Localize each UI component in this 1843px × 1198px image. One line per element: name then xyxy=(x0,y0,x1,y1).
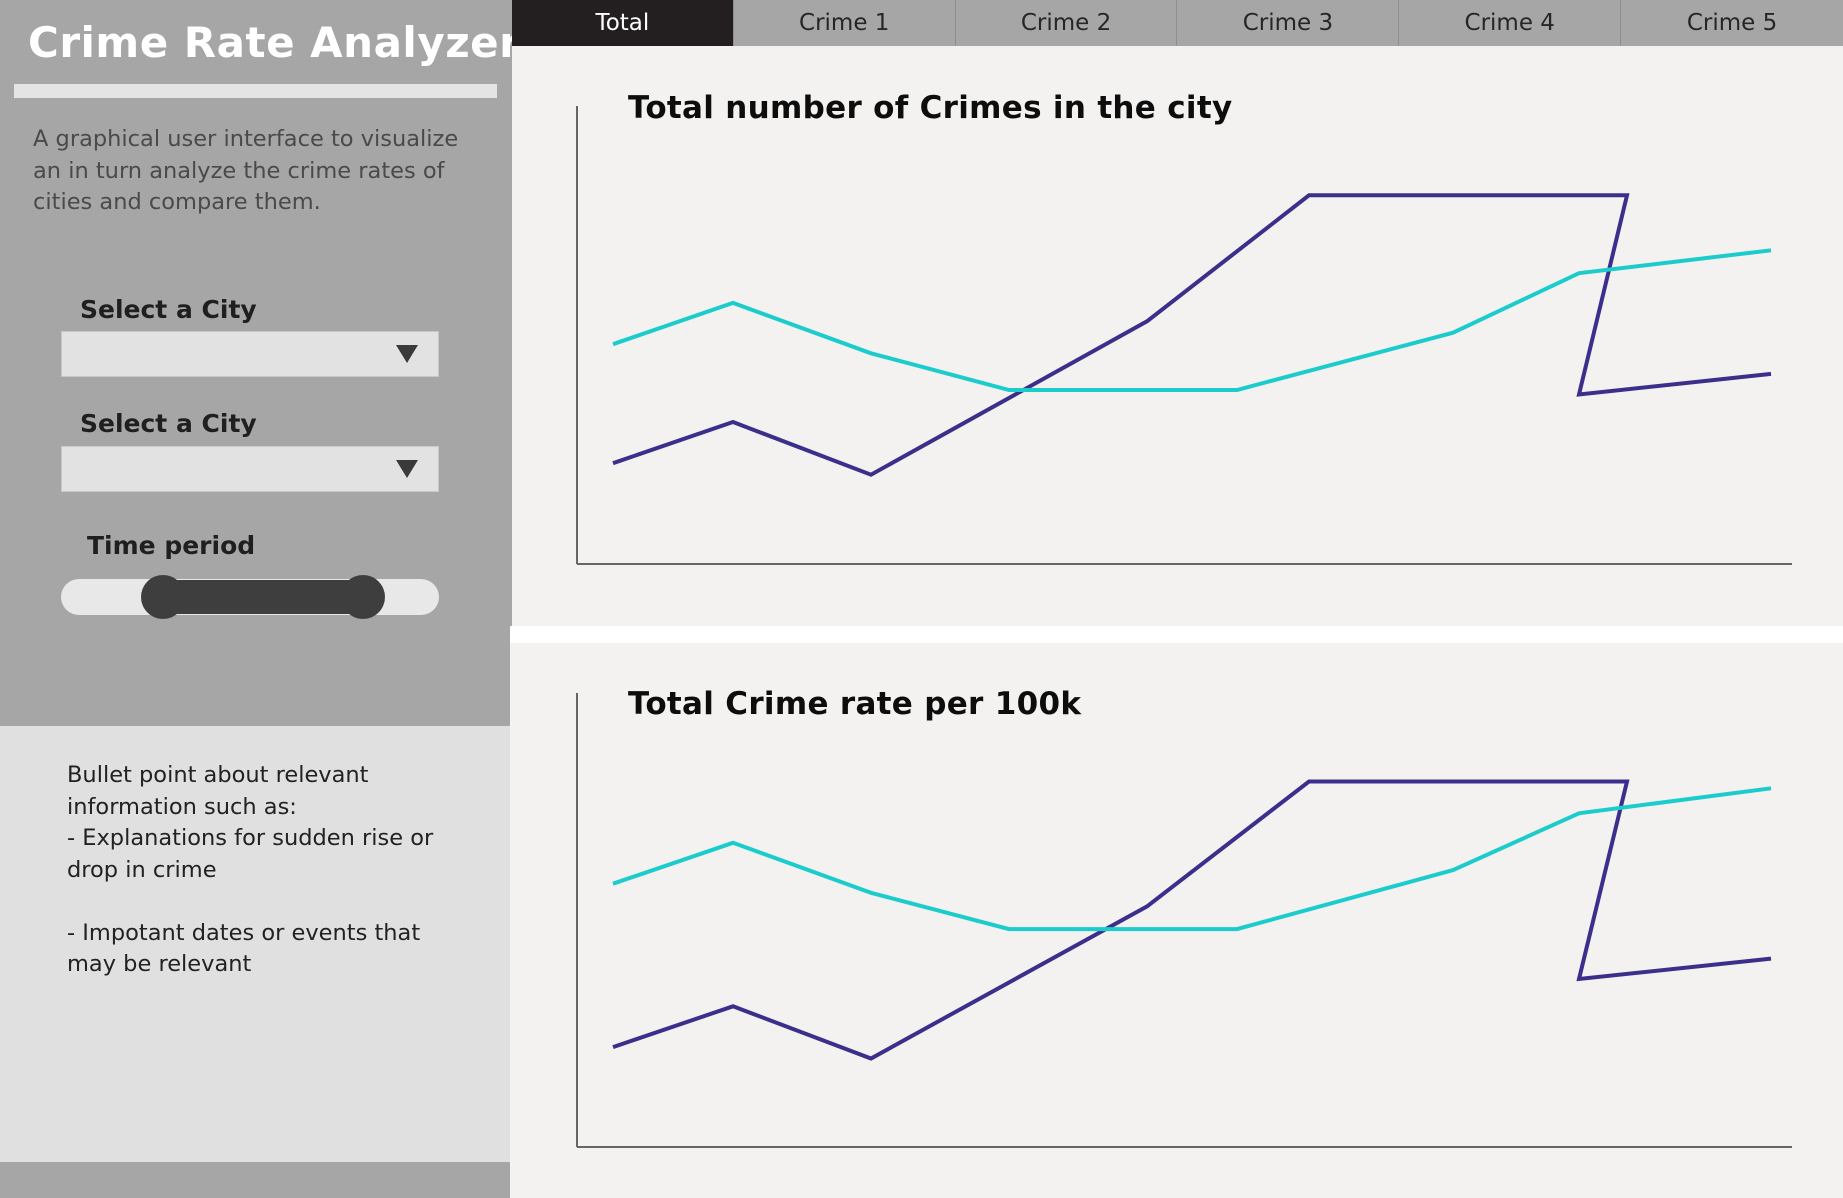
app-title: Crime Rate Analyzer xyxy=(28,18,521,67)
info-panel xyxy=(0,726,510,1162)
dropdown-arrow-icon xyxy=(396,345,418,363)
chart-title: Total Crime rate per 100k xyxy=(628,686,1082,722)
time-period-label: Time period xyxy=(87,531,256,560)
time-period-end-handle[interactable] xyxy=(341,575,386,619)
line-chart-total-crimes xyxy=(576,106,1792,565)
city-select-2[interactable] xyxy=(61,446,439,492)
sidebar-footer xyxy=(0,1162,510,1198)
tab-total[interactable]: Total xyxy=(512,0,734,46)
title-divider xyxy=(14,84,497,98)
crime-tab-bar: Total Crime 1 Crime 2 Crime 3 Crime 4 Crime 5 xyxy=(512,0,1843,46)
tab-crime-3[interactable]: Crime 3 xyxy=(1177,0,1400,46)
series-line-1 xyxy=(612,779,1772,1061)
city-select-2-label: Select a City xyxy=(80,409,257,438)
tab-crime-2[interactable]: Crime 2 xyxy=(955,0,1178,46)
info-notes: Bullet point about relevant information … xyxy=(67,762,434,977)
chart-panel-rate: Total Crime rate per 100k xyxy=(510,643,1843,1198)
time-period-start-handle[interactable] xyxy=(141,575,186,619)
line-chart-crime-rate xyxy=(576,693,1792,1148)
time-period-selected-range xyxy=(163,580,364,614)
series-line-2 xyxy=(612,786,1772,932)
dropdown-arrow-icon xyxy=(396,460,418,478)
tab-crime-5[interactable]: Crime 5 xyxy=(1621,0,1843,46)
chart-panel-total: Total number of Crimes in the city xyxy=(512,46,1843,626)
series-line-2 xyxy=(612,248,1772,392)
panel-separator xyxy=(510,626,1843,643)
city-select-1-label: Select a City xyxy=(80,295,257,324)
chart-title: Total number of Crimes in the city xyxy=(628,90,1233,126)
city-select-1[interactable] xyxy=(61,331,439,377)
tab-crime-1[interactable]: Crime 1 xyxy=(733,0,956,46)
app-description: A graphical user interface to visualize … xyxy=(33,126,459,215)
series-line-1 xyxy=(612,193,1772,477)
tab-crime-4[interactable]: Crime 4 xyxy=(1399,0,1622,46)
